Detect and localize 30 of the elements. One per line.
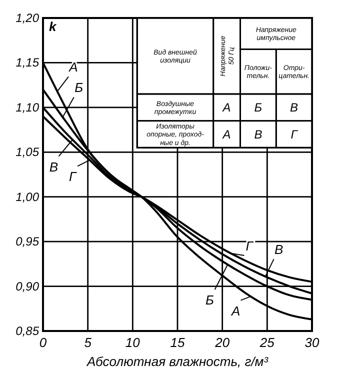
x-tick-label: 20 <box>214 335 230 350</box>
text: А <box>69 60 78 75</box>
annotation: А <box>222 100 231 115</box>
annotation: В <box>254 127 262 142</box>
x-tick-label: 10 <box>125 335 141 350</box>
y-tick-label: 1,20 <box>16 11 40 25</box>
y-tick-label: 1,05 <box>16 145 40 160</box>
x-tick-label: 5 <box>84 335 92 350</box>
x-tick-label: 30 <box>304 335 320 350</box>
x-axis-title: Абсолютная влажность, г/м³ <box>86 354 269 369</box>
annotation: Г <box>290 127 299 142</box>
text: Б <box>206 292 214 308</box>
legend-label: В <box>274 242 284 258</box>
text: В <box>49 159 58 174</box>
y-tick-label: 1,10 <box>16 100 40 114</box>
y-tick-label: 0,90 <box>16 279 40 294</box>
x-tick-label: 0 <box>39 335 48 350</box>
annotation: В <box>290 100 298 115</box>
y-axis-title: k <box>49 19 57 34</box>
annotation: А <box>222 127 231 142</box>
y-tick-label: 0,85 <box>16 324 40 338</box>
y-tick-label: 0,95 <box>16 234 40 249</box>
x-tick-label: 25 <box>258 335 276 350</box>
text: Г <box>69 169 76 184</box>
y-tick-label: 1,15 <box>16 56 40 70</box>
x-tick-label: 15 <box>170 335 186 350</box>
series-label: А <box>230 303 240 318</box>
annotation: Б <box>254 100 262 115</box>
y-tick-label: 1,00 <box>16 190 40 204</box>
legend-label: Б <box>74 80 84 96</box>
